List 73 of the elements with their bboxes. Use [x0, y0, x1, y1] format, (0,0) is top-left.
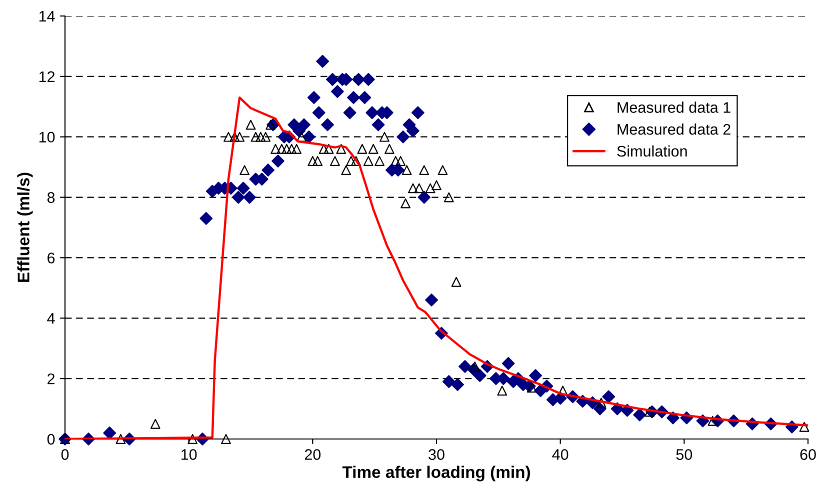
- point: [384, 144, 394, 154]
- point: [266, 120, 276, 130]
- point: [318, 144, 329, 154]
- point: [596, 398, 606, 408]
- point: [558, 386, 568, 396]
- point: [341, 165, 352, 176]
- point: [150, 418, 160, 429]
- point: [188, 434, 198, 444]
- x-tick-label: 0: [61, 449, 69, 460]
- point: [374, 156, 384, 166]
- point: [276, 144, 287, 154]
- point: [324, 144, 334, 154]
- point: [330, 156, 340, 166]
- point: [234, 132, 245, 142]
- point: [246, 120, 256, 130]
- point: [351, 156, 361, 166]
- y-tick-label: 14: [39, 11, 55, 22]
- point: [308, 156, 318, 166]
- point: [357, 144, 368, 154]
- point: [400, 198, 410, 208]
- point: [402, 165, 412, 176]
- point: [408, 183, 418, 194]
- point: [224, 132, 234, 142]
- point: [451, 276, 462, 287]
- point: [363, 156, 374, 166]
- point: [256, 132, 266, 142]
- y-tick-label: 8: [47, 192, 55, 203]
- point: [708, 416, 718, 426]
- legend-label: Simulation: [617, 145, 687, 157]
- point: [270, 144, 280, 154]
- point: [470, 362, 480, 372]
- point: [221, 434, 231, 444]
- point: [116, 434, 126, 444]
- x-tick-label: 40: [552, 449, 568, 460]
- point: [414, 183, 424, 194]
- point: [644, 406, 654, 417]
- y-tick-label: 6: [48, 252, 55, 264]
- x-tick-label: 20: [304, 449, 321, 460]
- y-tick-label: 4: [47, 313, 55, 324]
- point: [336, 144, 346, 154]
- legend-label: Measured data 1: [618, 102, 730, 113]
- point: [438, 165, 448, 176]
- point: [240, 165, 250, 176]
- x-tick-label: 10: [182, 449, 197, 460]
- point: [526, 382, 537, 393]
- point: [368, 144, 378, 154]
- point: [419, 165, 430, 176]
- point: [497, 386, 508, 396]
- x-axis-title: Time after loading (min): [342, 466, 530, 482]
- point: [396, 156, 406, 166]
- x-tick-label: 60: [800, 449, 816, 460]
- point: [292, 144, 302, 154]
- y-tick-label: 12: [39, 71, 55, 82]
- x-tick-label: 50: [676, 449, 692, 460]
- point: [799, 422, 810, 432]
- y-tick-label: 0: [47, 434, 55, 445]
- point: [296, 132, 306, 142]
- y-axis-title: Effluent (ml/s): [17, 172, 33, 282]
- point: [282, 144, 292, 154]
- point: [286, 144, 297, 154]
- x-tick-label: 30: [428, 449, 444, 460]
- legend-label: Measured data 2: [618, 124, 730, 135]
- point: [250, 132, 261, 142]
- y-tick-label: 2: [48, 373, 55, 384]
- point: [312, 156, 323, 166]
- point: [346, 156, 356, 166]
- y-tick-label: 10: [39, 132, 55, 143]
- point: [260, 132, 271, 142]
- point: [380, 132, 390, 142]
- point: [390, 156, 401, 166]
- point: [432, 180, 442, 190]
- point: [444, 192, 454, 202]
- point: [425, 183, 436, 194]
